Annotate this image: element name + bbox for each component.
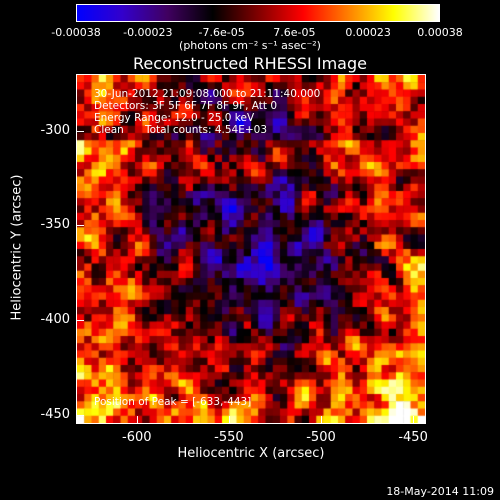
heatmap-image bbox=[77, 75, 425, 423]
colorbar-tick-label: -0.00038 bbox=[51, 26, 101, 39]
x-tick-mark bbox=[228, 416, 230, 424]
energy-label: Energy Range: 12.0 - 25.0 keV bbox=[94, 112, 255, 124]
y-tick-mark bbox=[76, 414, 84, 416]
colorbar-unit: (photons cm⁻² s⁻¹ asec⁻²) bbox=[179, 39, 321, 52]
colorbar-tick-label: 0.00038 bbox=[417, 26, 463, 39]
x-tick-mark bbox=[321, 416, 322, 424]
colorbar-tick-label: 0.00023 bbox=[345, 26, 391, 39]
time-range-label: 30-Jun-2012 21:09:08.000 to 21:11:40.000 bbox=[94, 88, 321, 100]
x-tick-mark bbox=[413, 416, 415, 424]
colorbar-tick-label: -7.6e-05 bbox=[198, 26, 245, 39]
y-tick-label: -350 bbox=[40, 217, 70, 233]
x-tick-label: -450 bbox=[398, 430, 428, 445]
chart-title: Reconstructed RHESSI Image bbox=[133, 54, 367, 73]
y-tick-mark bbox=[76, 130, 84, 132]
colorbar bbox=[76, 4, 440, 22]
detectors-label: Detectors: 3F 5F 6F 7F 8F 9F, Att 0 bbox=[94, 100, 278, 112]
peak-position-label: Position of Peak = [-633,-443] bbox=[94, 396, 252, 408]
timestamp: 18-May-2014 11:09 bbox=[386, 485, 494, 498]
y-tick-mark bbox=[76, 225, 84, 227]
x-tick-label: -500 bbox=[306, 430, 336, 445]
y-tick-label: -450 bbox=[40, 406, 70, 422]
y-axis-label: Heliocentric Y (arcsec) bbox=[9, 174, 25, 321]
x-tick-label: -550 bbox=[214, 430, 244, 445]
x-tick-label: -600 bbox=[122, 430, 152, 445]
algorithm-label: Clean bbox=[94, 124, 124, 136]
x-axis-label: Heliocentric X (arcsec) bbox=[177, 446, 325, 461]
counts-label: Total counts: 4.54E+03 bbox=[145, 124, 268, 136]
colorbar-tick-label: 7.6e-05 bbox=[273, 26, 316, 39]
y-tick-label: -300 bbox=[40, 122, 70, 138]
y-tick-label: -400 bbox=[40, 311, 70, 327]
x-tick-mark bbox=[136, 416, 138, 424]
plot-area bbox=[76, 74, 426, 424]
y-tick-mark bbox=[76, 319, 84, 321]
colorbar-tick-label: -0.00023 bbox=[123, 26, 173, 39]
